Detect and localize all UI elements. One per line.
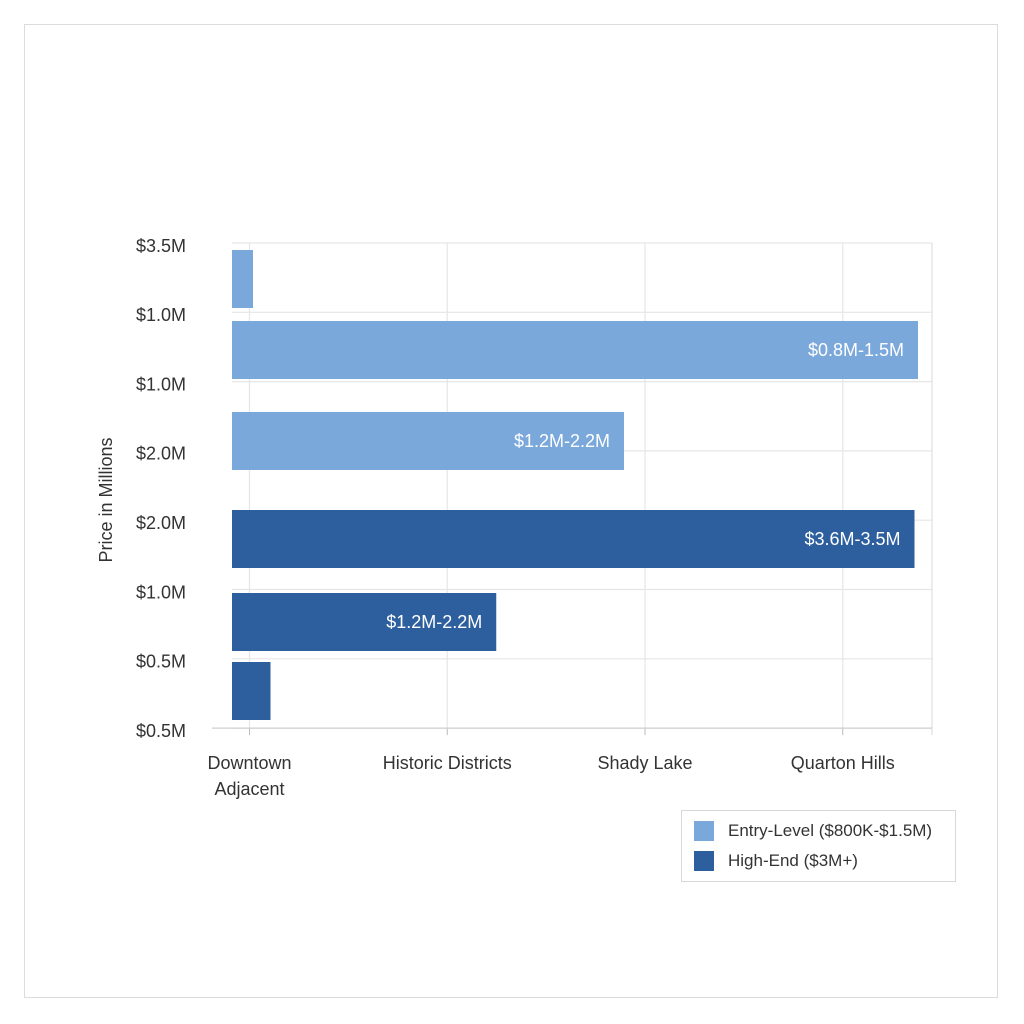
legend: Entry-Level ($800K-$1.5M) High-End ($3M+) (681, 810, 956, 882)
x-tick-label: Downtown Adjacent (207, 753, 292, 799)
bar (232, 593, 497, 651)
bar (232, 250, 253, 308)
y-tick-label: $1.0M (136, 374, 186, 394)
legend-item: Entry-Level ($800K-$1.5M) (694, 820, 932, 842)
bar-label: $3.6M-3.5M (804, 529, 900, 549)
frame (24, 24, 998, 998)
bar-label: $1.2M-2.2M (514, 431, 610, 451)
x-tick-label: Quarton Hills (790, 753, 895, 773)
x-tick-label: Shady Lake (597, 753, 693, 773)
legend-label: High-End ($3M+) (728, 851, 858, 870)
legend-item: High-End ($3M+) (694, 850, 858, 872)
bar-label: $1.2M-2.2M (386, 612, 482, 632)
x-tick-label: Historic Districts (382, 753, 512, 773)
bar (232, 662, 271, 720)
y-tick-label: $0.5M (136, 652, 186, 672)
bar-label: $0.8M-1.5M (808, 340, 904, 360)
legend-swatch (694, 821, 714, 841)
y-tick-label: $2.0M (136, 513, 186, 533)
y-axis-title: Price in Millions (96, 437, 116, 562)
bar (232, 412, 624, 470)
legend-swatch (694, 851, 714, 871)
y-tick-label: $1.0M (136, 582, 186, 602)
legend-label: Entry-Level ($800K-$1.5M) (728, 821, 933, 840)
y-tick-label: $0.5M (136, 721, 186, 741)
bar (232, 321, 918, 379)
y-tick-label: $3.5M (136, 236, 186, 256)
bar (232, 510, 915, 568)
y-tick-label: $1.0M (136, 305, 186, 325)
y-tick-label: $2.0M (136, 444, 186, 464)
